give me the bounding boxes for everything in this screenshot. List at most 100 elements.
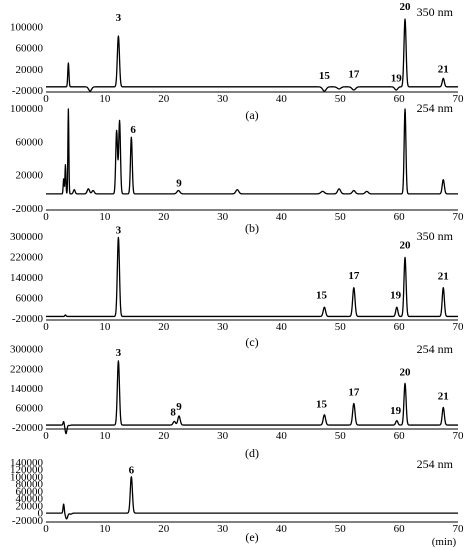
y-tick-label: 220000 <box>10 251 44 263</box>
peak-label: 15 <box>316 398 328 410</box>
peak-label: 15 <box>316 289 328 301</box>
chart-panel: -20000 20000 60000 100000 0 10 20 30 40 50 60 70 6 9 2… <box>10 101 464 235</box>
y-tick-label: -20000 <box>12 422 44 434</box>
y-tick-label: 20000 <box>16 64 44 76</box>
x-tick-label: 70 <box>453 93 465 105</box>
chromatogram-trace <box>45 18 459 92</box>
peak-label: 3 <box>116 12 122 24</box>
peak-label: 20 <box>400 367 412 379</box>
y-tick-label: -20000 <box>12 85 44 97</box>
y-tick-label: 20000 <box>16 170 44 182</box>
peak-label: 6 <box>130 124 136 136</box>
chromatogram-trace <box>45 108 459 195</box>
x-tick-label: 20 <box>158 523 170 535</box>
wavelength-label: 350 nm <box>417 5 454 19</box>
x-tick-label: 20 <box>158 211 170 223</box>
x-tick-label: 50 <box>335 430 347 442</box>
y-tick-label: 300000 <box>10 344 44 356</box>
peak-label: 19 <box>390 289 402 301</box>
y-tick-label: 120000 <box>10 464 44 476</box>
peak-label: 9 <box>176 401 182 413</box>
y-tick-label: -20000 <box>12 313 44 325</box>
x-tick-label: 70 <box>453 523 465 535</box>
x-tick-label: 60 <box>394 211 406 223</box>
peak-label: 17 <box>348 387 360 399</box>
chart-panel: -200000200004000060000800001000001200001… <box>10 457 464 544</box>
chart-panel: -20000 60000 140000 220000 300000 0 10 20 30 40 50… <box>10 224 464 349</box>
y-tick-label: 60000 <box>16 43 44 55</box>
y-tick-label: 60000 <box>16 402 44 414</box>
peak-label: 19 <box>391 73 403 85</box>
x-tick-label: 10 <box>99 430 111 442</box>
y-tick-label: 140000 <box>10 272 44 284</box>
y-tick-label: 60000 <box>16 486 44 498</box>
chromatogram-trace <box>45 476 459 520</box>
peak-label: 3 <box>116 224 122 236</box>
peak-label: 8 <box>170 406 176 418</box>
chart-panel: -20000 60000 140000 220000 300000 0 10 20 30 40 50… <box>10 342 464 460</box>
x-tick-label: 50 <box>335 321 347 333</box>
peak-label: 21 <box>438 64 449 76</box>
y-tick-label: -20000 <box>12 203 44 215</box>
wavelength-label: 254 nm <box>417 457 454 471</box>
panel-label: (e) <box>245 530 258 544</box>
x-tick-label: 0 <box>43 430 49 442</box>
panel-label: (a) <box>245 108 258 122</box>
y-tick-label: 20000 <box>16 500 44 512</box>
x-tick-label: 70 <box>453 211 465 223</box>
peak-label: 20 <box>400 240 412 252</box>
x-tick-label: 70 <box>453 321 465 333</box>
panel-label: (c) <box>245 335 258 349</box>
x-tick-label: 0 <box>43 523 49 535</box>
y-tick-label: -20000 <box>12 515 44 527</box>
x-tick-label: 10 <box>99 321 111 333</box>
y-tick-label: 140000 <box>10 457 44 469</box>
wavelength-label: 254 nm <box>417 342 454 356</box>
x-tick-label: 50 <box>335 93 347 105</box>
x-tick-label: 20 <box>158 93 170 105</box>
x-axis-unit-label: (min) <box>432 536 457 548</box>
x-tick-label: 30 <box>217 321 229 333</box>
peak-label: 21 <box>438 391 449 403</box>
x-tick-label: 70 <box>453 430 465 442</box>
y-tick-label: 80000 <box>16 479 44 491</box>
x-tick-label: 40 <box>276 93 288 105</box>
x-tick-label: 30 <box>217 523 229 535</box>
y-tick-label: 140000 <box>10 383 44 395</box>
y-tick-label: 300000 <box>10 231 44 243</box>
y-tick-label: 40000 <box>16 493 44 505</box>
y-tick-label: 60000 <box>16 136 44 148</box>
x-tick-label: 20 <box>158 321 170 333</box>
y-tick-label: 220000 <box>10 363 44 375</box>
x-tick-label: 30 <box>217 93 229 105</box>
y-tick-label: 60000 <box>16 292 44 304</box>
peak-label: 6 <box>129 464 135 476</box>
x-tick-label: 30 <box>217 430 229 442</box>
peak-label: 17 <box>348 270 360 282</box>
x-tick-label: 40 <box>276 211 288 223</box>
x-tick-label: 60 <box>394 93 406 105</box>
x-tick-label: 50 <box>335 523 347 535</box>
peak-label: 9 <box>176 177 182 189</box>
peak-label: 21 <box>438 270 449 282</box>
x-tick-label: 20 <box>158 430 170 442</box>
chromatogram-trace <box>45 236 459 318</box>
x-tick-label: 0 <box>43 321 49 333</box>
x-tick-label: 10 <box>99 211 111 223</box>
x-tick-label: 40 <box>276 430 288 442</box>
y-tick-label: 100000 <box>10 103 44 115</box>
x-tick-label: 60 <box>394 430 406 442</box>
x-tick-label: 60 <box>394 523 406 535</box>
x-tick-label: 40 <box>276 523 288 535</box>
peak-label: 15 <box>319 70 331 82</box>
x-tick-label: 60 <box>394 321 406 333</box>
peak-label: 3 <box>116 347 122 359</box>
peak-label: 17 <box>348 68 360 80</box>
x-tick-label: 30 <box>217 211 229 223</box>
panel-label: (b) <box>245 221 259 235</box>
panel-label: (d) <box>245 446 259 460</box>
x-tick-label: 10 <box>99 93 111 105</box>
peak-label: 19 <box>390 405 402 417</box>
